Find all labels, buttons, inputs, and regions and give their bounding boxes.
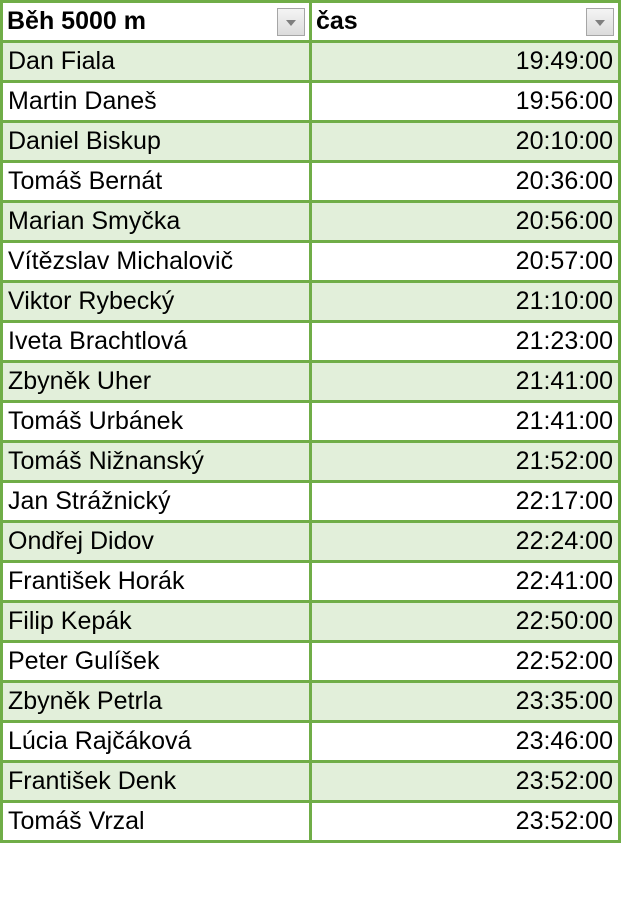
name-cell[interactable]: František Denk <box>0 760 312 803</box>
table-row: Dan Fiala 19:49:00 <box>0 40 621 83</box>
table-row: Zbyněk Petrla 23:35:00 <box>0 680 621 723</box>
name-cell[interactable]: Tomáš Nižnanský <box>0 440 312 483</box>
name-cell[interactable]: Ondřej Didov <box>0 520 312 563</box>
time-cell[interactable]: 22:17:00 <box>309 480 621 523</box>
time-cell[interactable]: 21:52:00 <box>309 440 621 483</box>
table-row: Jan Strážnický 22:17:00 <box>0 480 621 523</box>
table-row: Zbyněk Uher 21:41:00 <box>0 360 621 403</box>
table-row: Daniel Biskup 20:10:00 <box>0 120 621 163</box>
table-row: Ondřej Didov 22:24:00 <box>0 520 621 563</box>
time-cell[interactable]: 21:41:00 <box>309 400 621 443</box>
name-cell[interactable]: Tomáš Bernát <box>0 160 312 203</box>
time-cell[interactable]: 21:10:00 <box>309 280 621 323</box>
header-time-label: čas <box>316 7 358 35</box>
table-row: Tomáš Bernát 20:36:00 <box>0 160 621 203</box>
table-row: František Denk 23:52:00 <box>0 760 621 803</box>
table-row: Martin Daneš 19:56:00 <box>0 80 621 123</box>
time-cell[interactable]: 23:46:00 <box>309 720 621 763</box>
time-cell[interactable]: 21:23:00 <box>309 320 621 363</box>
table-row: Tomáš Vrzal 23:52:00 <box>0 800 621 843</box>
time-cell[interactable]: 23:52:00 <box>309 760 621 803</box>
time-cell[interactable]: 22:50:00 <box>309 600 621 643</box>
table-row: František Horák 22:41:00 <box>0 560 621 603</box>
name-cell[interactable]: František Horák <box>0 560 312 603</box>
time-cell[interactable]: 22:52:00 <box>309 640 621 683</box>
results-table: Běh 5000 m čas Dan Fiala 19:49:00 Martin D… <box>0 0 621 843</box>
table-row: Marian Smyčka 20:56:00 <box>0 200 621 243</box>
name-cell[interactable]: Lúcia Rajčáková <box>0 720 312 763</box>
name-cell[interactable]: Dan Fiala <box>0 40 312 83</box>
name-cell[interactable]: Daniel Biskup <box>0 120 312 163</box>
table-row: Tomáš Urbánek 21:41:00 <box>0 400 621 443</box>
table-row: Vítězslav Michalovič 20:57:00 <box>0 240 621 283</box>
time-cell[interactable]: 19:56:00 <box>309 80 621 123</box>
header-time-cell[interactable]: čas <box>309 0 621 43</box>
time-cell[interactable]: 20:57:00 <box>309 240 621 283</box>
header-name-cell[interactable]: Běh 5000 m <box>0 0 312 43</box>
filter-dropdown-icon[interactable] <box>586 8 614 36</box>
table-row: Tomáš Nižnanský 21:52:00 <box>0 440 621 483</box>
table-row: Filip Kepák 22:50:00 <box>0 600 621 643</box>
name-cell[interactable]: Viktor Rybecký <box>0 280 312 323</box>
name-cell[interactable]: Zbyněk Uher <box>0 360 312 403</box>
time-cell[interactable]: 19:49:00 <box>309 40 621 83</box>
name-cell[interactable]: Martin Daneš <box>0 80 312 123</box>
name-cell[interactable]: Vítězslav Michalovič <box>0 240 312 283</box>
header-name-label: Běh 5000 m <box>7 7 146 35</box>
name-cell[interactable]: Marian Smyčka <box>0 200 312 243</box>
time-cell[interactable]: 22:41:00 <box>309 560 621 603</box>
name-cell[interactable]: Tomáš Vrzal <box>0 800 312 843</box>
time-cell[interactable]: 22:24:00 <box>309 520 621 563</box>
time-cell[interactable]: 20:10:00 <box>309 120 621 163</box>
name-cell[interactable]: Tomáš Urbánek <box>0 400 312 443</box>
time-cell[interactable]: 21:41:00 <box>309 360 621 403</box>
table-row: Peter Gulíšek 22:52:00 <box>0 640 621 683</box>
time-cell[interactable]: 23:52:00 <box>309 800 621 843</box>
time-cell[interactable]: 23:35:00 <box>309 680 621 723</box>
name-cell[interactable]: Peter Gulíšek <box>0 640 312 683</box>
name-cell[interactable]: Zbyněk Petrla <box>0 680 312 723</box>
filter-dropdown-icon[interactable] <box>277 8 305 36</box>
name-cell[interactable]: Iveta Brachtlová <box>0 320 312 363</box>
table-row: Viktor Rybecký 21:10:00 <box>0 280 621 323</box>
name-cell[interactable]: Filip Kepák <box>0 600 312 643</box>
table-row: Lúcia Rajčáková 23:46:00 <box>0 720 621 763</box>
header-row: Běh 5000 m čas <box>0 0 621 43</box>
table-row: Iveta Brachtlová 21:23:00 <box>0 320 621 363</box>
time-cell[interactable]: 20:36:00 <box>309 160 621 203</box>
name-cell[interactable]: Jan Strážnický <box>0 480 312 523</box>
time-cell[interactable]: 20:56:00 <box>309 200 621 243</box>
